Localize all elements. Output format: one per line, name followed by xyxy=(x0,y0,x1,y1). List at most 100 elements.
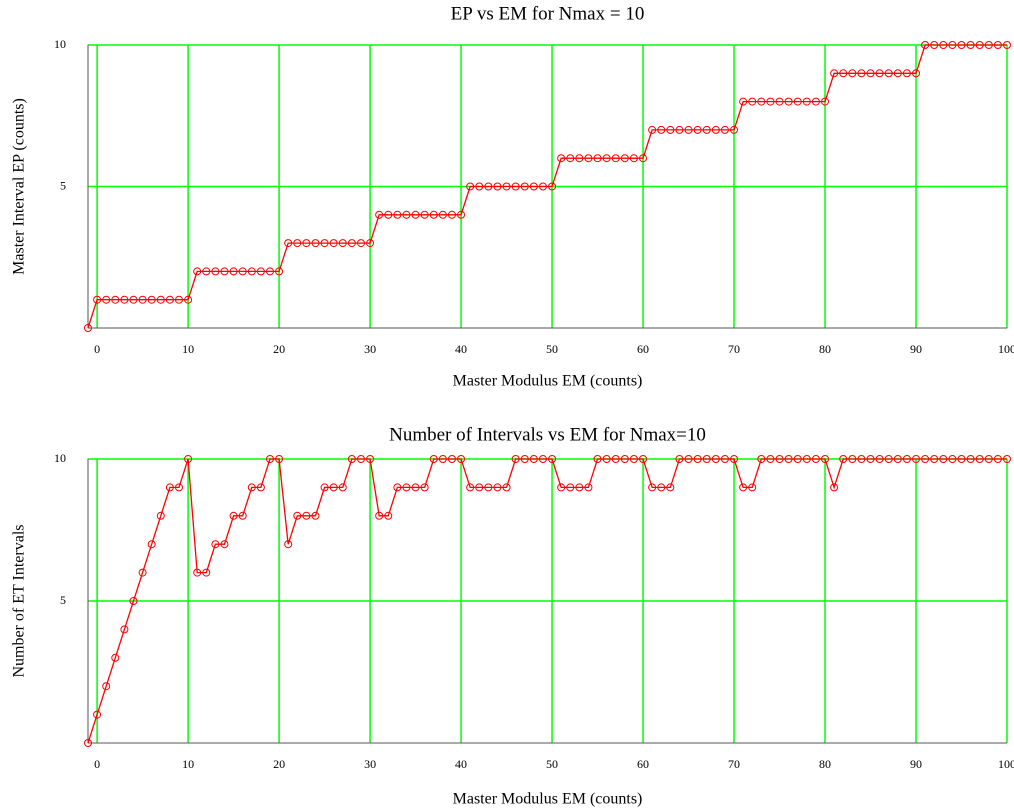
point xyxy=(602,154,611,163)
point xyxy=(739,483,748,492)
chart-title: EP vs EM for Nmax = 10 xyxy=(451,3,645,24)
y-axis-label: Master Interval EP (counts) xyxy=(11,98,28,275)
point xyxy=(720,455,729,463)
point xyxy=(457,210,466,219)
y-tick-label: 10 xyxy=(54,37,66,51)
point xyxy=(320,483,329,492)
point xyxy=(265,455,274,463)
point xyxy=(447,455,456,463)
point xyxy=(775,455,784,463)
point xyxy=(566,154,575,163)
point xyxy=(311,511,320,520)
x-tick-label: 30 xyxy=(364,342,376,356)
point xyxy=(748,483,757,492)
point xyxy=(384,511,393,520)
point xyxy=(347,239,356,248)
point xyxy=(165,295,174,304)
point xyxy=(839,69,848,78)
point xyxy=(611,455,620,463)
point xyxy=(520,182,529,191)
point xyxy=(375,511,384,520)
point xyxy=(1003,455,1011,463)
point xyxy=(948,455,957,463)
point xyxy=(857,69,866,78)
point xyxy=(557,483,566,492)
y-tick-label: 5 xyxy=(60,593,66,607)
point xyxy=(247,267,256,276)
point xyxy=(975,41,984,49)
x-tick-label: 20 xyxy=(273,342,285,356)
point xyxy=(939,41,948,49)
point xyxy=(220,540,229,549)
x-tick-label: 80 xyxy=(819,342,831,356)
point xyxy=(902,69,911,78)
point xyxy=(211,267,220,276)
point xyxy=(393,210,402,219)
point xyxy=(384,210,393,219)
point xyxy=(174,295,183,304)
point xyxy=(766,455,775,463)
point xyxy=(793,97,802,106)
point xyxy=(912,455,921,463)
point xyxy=(757,455,766,463)
point xyxy=(529,455,538,463)
point xyxy=(921,41,930,49)
point xyxy=(602,455,611,463)
point xyxy=(957,455,966,463)
point xyxy=(211,540,220,549)
point xyxy=(329,483,338,492)
x-axis-label: Master Modulus EM (counts) xyxy=(453,791,643,808)
point xyxy=(202,267,211,276)
point xyxy=(711,455,720,463)
point xyxy=(438,455,447,463)
point xyxy=(702,455,711,463)
x-tick-label: 100 xyxy=(998,342,1014,356)
point xyxy=(393,483,402,492)
point xyxy=(238,511,247,520)
point xyxy=(657,125,666,134)
point xyxy=(966,455,975,463)
point xyxy=(675,125,684,134)
point xyxy=(284,540,293,549)
y-tick-label: 5 xyxy=(60,178,66,192)
point xyxy=(147,540,156,549)
point xyxy=(648,483,657,492)
point xyxy=(593,154,602,163)
point xyxy=(84,739,92,747)
x-tick-label: 0 xyxy=(94,342,100,356)
point xyxy=(475,483,484,492)
x-tick-label: 20 xyxy=(273,757,285,771)
point xyxy=(93,710,102,719)
point xyxy=(484,483,493,492)
point xyxy=(802,455,811,463)
point xyxy=(575,154,584,163)
point xyxy=(275,267,284,276)
point xyxy=(484,182,493,191)
point xyxy=(102,295,111,304)
point xyxy=(165,483,174,492)
x-tick-label: 40 xyxy=(455,757,467,771)
point xyxy=(429,210,438,219)
point xyxy=(366,239,375,248)
x-axis-label: Master Modulus EM (counts) xyxy=(453,373,643,390)
point xyxy=(848,69,857,78)
point xyxy=(884,69,893,78)
point xyxy=(493,483,502,492)
series-line xyxy=(87,44,1007,329)
point xyxy=(356,239,365,248)
point xyxy=(229,267,238,276)
point xyxy=(293,239,302,248)
point xyxy=(548,455,557,463)
x-tick-label: 10 xyxy=(182,342,194,356)
point xyxy=(875,455,884,463)
point xyxy=(366,455,375,463)
point xyxy=(893,69,902,78)
point xyxy=(948,41,957,49)
point xyxy=(329,239,338,248)
point xyxy=(275,455,284,463)
point xyxy=(802,97,811,106)
point xyxy=(875,69,884,78)
point xyxy=(684,455,693,463)
point xyxy=(193,267,202,276)
point xyxy=(120,295,129,304)
